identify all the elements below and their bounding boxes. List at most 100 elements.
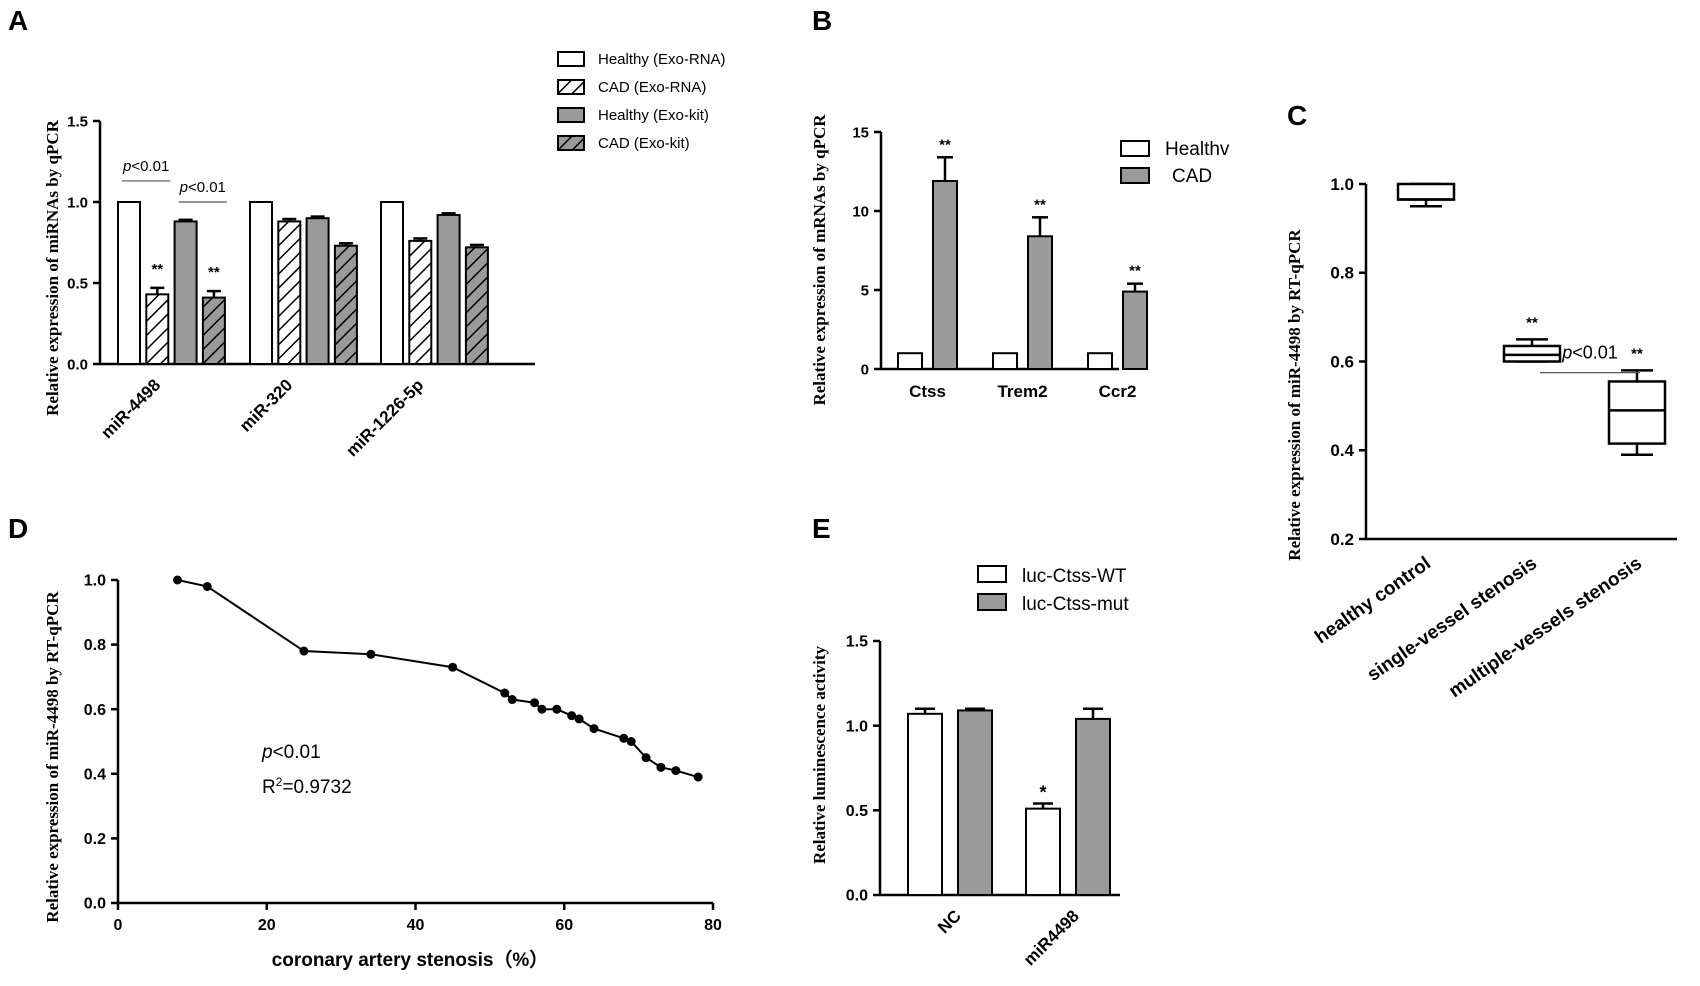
data-point [366,649,376,659]
x-category-label: single-vessel stenosis [1364,553,1541,686]
bar [897,352,923,371]
panel-a-y-tick-label: 1.5 [67,113,88,130]
bar [957,709,993,897]
bracket-pvalue-p: p [179,179,188,196]
data-point [202,581,212,591]
x-category-label: Trem2 [997,382,1047,401]
bar [436,213,461,365]
bar [464,246,489,365]
panel-d-y-tick-label: 0.0 [84,896,106,913]
panel-a-y-tick-label: 0.0 [67,356,88,373]
legend-label: CAD [1172,166,1212,187]
legend-swatch-luc-ctss-mut [977,593,1007,611]
x-category-label: miR-4498 [97,375,164,442]
bar [249,201,273,365]
legend-swatch-healthy-exo-rna [557,51,585,67]
x-category-label: miR-1226-5p [342,375,427,460]
panel-d-pvalue: p<0.01 [261,742,321,763]
panel-e-y-tick-label: 0.5 [846,803,868,820]
significance-marker: * [1039,783,1046,803]
bracket-pvalue-rest: <0.01 [1572,343,1618,363]
panel-d: D Relative expression of miR-4498 by RT-… [8,513,722,971]
x-category-label: miR4498 [1020,906,1083,969]
legend-label: Healthy (Exo-RNA) [598,51,726,68]
legend-label: Healthv [1165,139,1230,160]
bar [117,201,141,365]
panel-e: E Relative luminescence activity 0.0 0.5 1… [810,513,1129,969]
bar [305,217,330,365]
bracket-pvalue: p<0.01 [122,158,169,175]
panel-c: C Relative expression of miR-4498 by RT-… [1285,100,1677,702]
legend-label: luc-Ctss-mut [1022,594,1129,615]
series-line [177,579,699,778]
panel-b: B Relative expression of mRNAs by qPCR 0… [810,5,1230,406]
bar [907,712,943,897]
bar [1027,235,1053,370]
data-point [299,646,309,656]
panel-b-y-tick-label: 10 [852,203,869,220]
panel-d-y-tick-label: 1.0 [84,573,106,590]
panel-d-y-tick-label: 0.8 [84,637,106,654]
panel-a-legend: Healthy (Exo-RNA) CAD (Exo-RNA) Healthy … [557,51,726,152]
legend-label: luc-Ctss-WT [1022,566,1127,587]
bar [333,244,358,366]
panel-d-x-tick-label: 0 [114,917,123,934]
data-point [500,688,510,698]
panel-e-legend: luc-Ctss-WT luc-Ctss-mut [977,565,1129,615]
panel-c-y-tick-label: 0.4 [1330,441,1354,460]
significance-marker: ** [1526,314,1538,331]
x-category-label: miR-320 [236,375,296,435]
legend-swatch-luc-ctss-wt [977,565,1007,583]
data-point [537,704,547,714]
data-point [567,711,577,721]
panel-d-x-tick-label: 60 [555,917,573,934]
panel-c-ylabel: Relative expression of miR-4498 by RT-qP… [1285,229,1304,561]
legend-swatch-cad-exo-rna [557,79,585,95]
data-point [589,724,599,734]
bracket-pvalue: p<0.01 [1561,343,1618,363]
significance-marker: ** [1034,196,1046,213]
legend-swatch-cad [1120,167,1150,184]
bar [1087,352,1113,371]
bracket-pvalue-p: p [122,158,131,175]
bar [145,293,170,365]
legend-swatch-cad-exo-kit [557,135,585,151]
panel-a-ylabel: Relative expression of miRNAs by qPCR [43,119,62,415]
bracket-pvalue: p<0.01 [179,179,226,196]
bar [173,220,198,365]
legend-label: Healthy (Exo-kit) [598,107,709,124]
legend-swatch-healthy [1120,140,1150,157]
data-point [173,575,182,585]
data-point [448,662,458,672]
panel-d-x-tick-label: 80 [704,917,722,934]
bar [380,201,404,365]
panel-c-letter: C [1287,100,1307,131]
data-point [693,772,703,782]
data-point [530,698,539,708]
significance-marker: ** [1129,263,1141,280]
panel-e-y-tick-label: 0.0 [846,888,868,905]
x-category-label: Ctss [909,382,946,401]
panel-a-letter: A [8,5,28,36]
data-point [619,733,629,743]
panel-b-legend: Healthv CAD [1120,139,1230,187]
data-point [671,766,681,776]
significance-marker: ** [939,136,951,153]
bar [1075,717,1111,896]
data-point [656,762,666,772]
panel-a: A Relative expression of miRNAs by qPCR … [8,5,726,460]
panel-d-x-tick-label: 40 [407,917,425,934]
panel-e-y-tick-label: 1.5 [846,634,868,651]
significance-marker: ** [151,261,163,278]
bar [932,179,958,370]
bar [408,239,433,366]
panel-a-y-tick-label: 0.5 [67,275,88,292]
panel-b-y-tick-label: 5 [861,282,869,299]
panel-d-letter: D [8,513,28,544]
panel-d-ylabel: Relative expression of miR-4498 by RT-qP… [43,591,62,923]
panel-d-y-tick-label: 0.6 [84,702,106,719]
bar [277,220,302,365]
panel-e-ylabel: Relative luminescence activity [810,645,829,864]
significance-marker: ** [208,264,220,281]
x-category-label: NC [934,906,965,937]
